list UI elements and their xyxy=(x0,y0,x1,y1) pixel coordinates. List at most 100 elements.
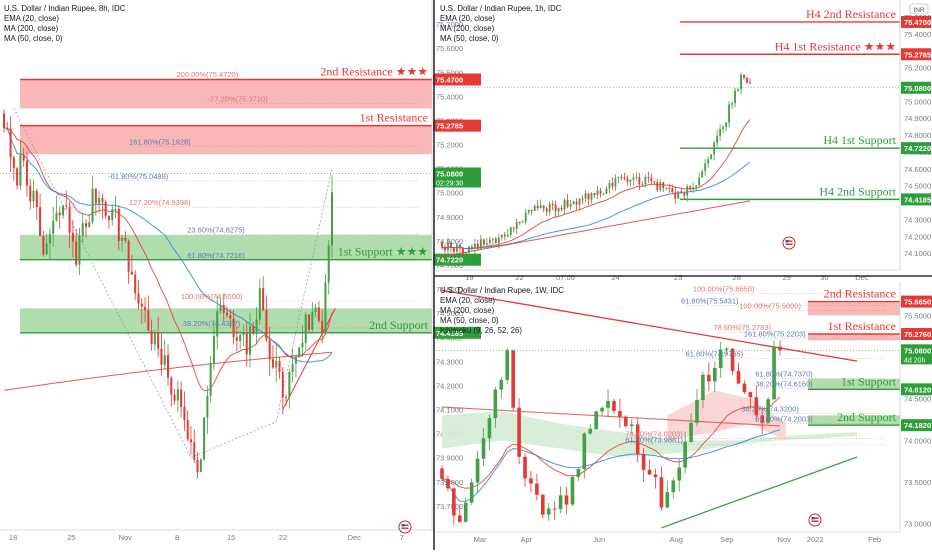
candle-body xyxy=(304,314,307,343)
candle xyxy=(173,389,176,405)
candle xyxy=(740,72,742,95)
candle xyxy=(518,221,521,225)
candle-body xyxy=(730,348,735,371)
price-tag: 75.2785 xyxy=(433,119,481,132)
candle xyxy=(584,190,587,203)
price-tick-label: 74.5000 xyxy=(436,309,463,318)
candle xyxy=(674,186,677,205)
candle-body xyxy=(140,303,143,307)
candle-body xyxy=(665,187,668,189)
candle xyxy=(127,239,130,284)
candle-body xyxy=(440,468,444,479)
candle-body xyxy=(746,77,748,83)
price-tick-label: 75.7000 xyxy=(436,20,463,29)
price-tag-bg xyxy=(901,383,932,396)
support-trendline xyxy=(661,456,858,529)
candle xyxy=(447,238,449,256)
candle-body xyxy=(529,478,533,484)
candle xyxy=(766,396,770,424)
candle xyxy=(16,166,19,190)
candle xyxy=(629,419,634,434)
candle xyxy=(22,148,25,167)
candle-body xyxy=(291,363,294,373)
candle-body xyxy=(612,400,616,411)
price-tag: 74.1820 xyxy=(901,419,932,432)
candle xyxy=(206,385,209,434)
candle xyxy=(183,391,186,431)
price-tag: 75.4700 xyxy=(901,15,931,28)
candle-body xyxy=(88,222,91,227)
candle-body xyxy=(444,247,446,251)
candle xyxy=(701,169,704,178)
candle-body xyxy=(144,306,147,311)
price-tag-bg xyxy=(433,326,481,339)
candle-body xyxy=(29,185,32,202)
candle-body xyxy=(608,183,611,189)
candle xyxy=(575,198,578,211)
candle-body xyxy=(523,456,527,479)
candle-body xyxy=(229,315,232,319)
candle xyxy=(440,465,444,482)
candle xyxy=(600,406,604,416)
candle xyxy=(689,412,693,444)
candle xyxy=(68,201,71,248)
candle-body xyxy=(232,318,235,338)
candle xyxy=(546,503,551,522)
price-tag-bg xyxy=(901,48,931,61)
candle xyxy=(778,340,782,356)
candle-body xyxy=(623,177,626,179)
candle xyxy=(647,459,652,475)
candle xyxy=(704,159,707,176)
price-tag-bg xyxy=(901,295,932,308)
candle-body xyxy=(749,82,751,84)
price-tick-label: 73.0000 xyxy=(904,520,931,529)
price-tick-label: 75.0000 xyxy=(436,189,463,198)
candle-body xyxy=(58,212,61,216)
currency-badge[interactable] xyxy=(909,3,929,15)
candle xyxy=(552,500,557,520)
candle xyxy=(662,181,665,193)
candle xyxy=(680,187,683,194)
price-tag-bg xyxy=(901,81,931,94)
candle-body xyxy=(505,350,510,380)
ema-continuation xyxy=(282,308,336,410)
candle xyxy=(542,205,545,212)
candle-body xyxy=(285,396,288,398)
chart-symbol-title: U.S. Dollar / Indian Rupee, 1W, IDC xyxy=(440,286,564,295)
candle xyxy=(503,231,506,241)
candle xyxy=(294,355,297,378)
price-tick-label: 75.4000 xyxy=(436,92,463,101)
candle xyxy=(724,347,729,355)
candle xyxy=(462,246,464,256)
price-tag-value: 74.6120 xyxy=(904,385,931,394)
candle xyxy=(446,475,450,492)
candle-body xyxy=(487,418,492,439)
candle-body xyxy=(491,238,494,240)
candle-body xyxy=(718,349,723,369)
candle xyxy=(748,391,753,409)
support-label: 2nd Support xyxy=(369,318,429,332)
candle xyxy=(605,186,608,195)
candle xyxy=(35,188,38,220)
candle xyxy=(564,487,569,514)
candle-body xyxy=(212,336,215,364)
candle-body xyxy=(235,337,238,341)
price-tag-countdown: 02:29:30 xyxy=(436,180,463,187)
price-tag-bg xyxy=(433,253,481,266)
candle-body xyxy=(647,469,652,475)
candle-body xyxy=(45,243,48,255)
candle-body xyxy=(704,163,707,172)
candle xyxy=(314,303,317,317)
price-tick-label: 74.1000 xyxy=(904,249,931,258)
candle-body xyxy=(707,374,711,382)
flag-circle xyxy=(398,520,412,534)
candle-body xyxy=(219,304,222,312)
candle-body xyxy=(724,348,729,350)
price-tag-value: 74.7220 xyxy=(904,144,931,153)
candle xyxy=(530,209,533,216)
candle xyxy=(488,236,491,246)
candle xyxy=(650,173,653,185)
candle-body xyxy=(262,288,265,310)
candle xyxy=(98,191,101,214)
candle xyxy=(557,207,560,218)
